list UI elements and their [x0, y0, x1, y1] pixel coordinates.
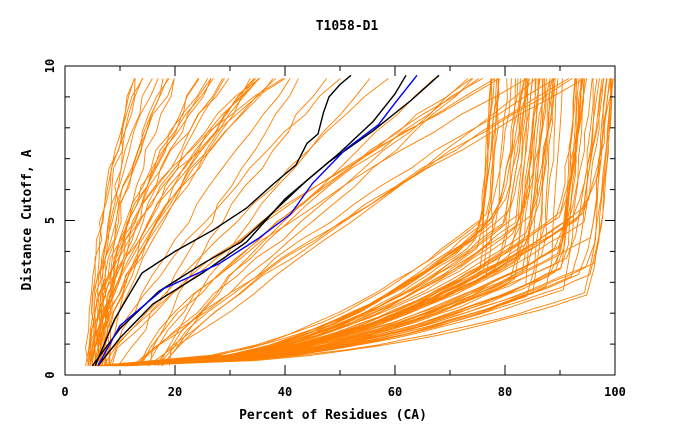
series-line [102, 78, 500, 367]
series-line [129, 78, 529, 367]
series-line [134, 78, 570, 367]
x-tick-label: 60 [388, 385, 402, 399]
x-tick-label: 80 [498, 385, 512, 399]
series-line [125, 78, 585, 367]
series-line [113, 78, 534, 367]
x-axis-label: Percent of Residues (CA) [239, 408, 427, 423]
series-line [124, 78, 593, 367]
series-line [149, 78, 328, 366]
series-line [89, 78, 255, 366]
series-line [101, 78, 225, 366]
series-line [96, 78, 605, 367]
series-line [138, 78, 528, 366]
series-line [97, 78, 168, 366]
series-line [93, 78, 136, 366]
series-line [114, 78, 521, 367]
y-tick-label: 10 [43, 59, 57, 73]
series-line [89, 78, 164, 366]
series-line [123, 78, 528, 367]
series-line [94, 78, 153, 366]
series-line [103, 78, 136, 366]
series-line [100, 78, 607, 367]
series-line [146, 78, 480, 366]
series-line [123, 78, 512, 367]
series-line [104, 78, 586, 367]
series-line [131, 78, 474, 367]
series-line [91, 78, 536, 367]
series-line [126, 78, 529, 367]
series-line [85, 78, 135, 366]
series-line [112, 78, 541, 367]
series-line [162, 78, 435, 366]
series-line [89, 78, 286, 366]
series-line [157, 78, 557, 366]
series-line [101, 78, 255, 366]
series-line [99, 78, 551, 367]
series-line [95, 78, 500, 367]
series-line [96, 78, 209, 366]
series-line-black [94, 74, 352, 366]
series-line [87, 78, 277, 366]
series-line [91, 78, 212, 366]
chart-title: T1058-D1 [316, 19, 379, 34]
series-line-blue [97, 74, 418, 367]
series-line [107, 78, 540, 367]
series-line [117, 78, 299, 366]
y-tick-label: 0 [43, 371, 57, 378]
series-line [104, 78, 598, 367]
series-line [158, 78, 371, 366]
series-line [89, 78, 175, 366]
y-tick-label: 5 [43, 217, 57, 224]
series-line [116, 78, 537, 367]
series-line [126, 78, 498, 367]
x-tick-label: 100 [604, 385, 626, 399]
series-line [88, 78, 143, 366]
series-line [108, 78, 260, 366]
x-tick-label: 0 [61, 385, 68, 399]
series-line [98, 78, 223, 366]
series-line [154, 78, 573, 366]
series-line [103, 78, 496, 366]
series-line [98, 78, 613, 367]
series-line [108, 78, 588, 367]
series-line [129, 78, 493, 367]
series-line [92, 78, 257, 366]
series-line [89, 78, 284, 366]
series-line [98, 78, 261, 366]
y-axis-label: Distance Cutoff, A [20, 149, 35, 290]
series-line [96, 78, 608, 367]
series-line [129, 78, 544, 367]
series-line [100, 78, 613, 367]
axis-layer: 0 20 40 60 80 100 0 5 10 [43, 59, 626, 399]
series-line [169, 78, 484, 366]
series-line [97, 78, 499, 367]
x-tick-label: 20 [168, 385, 182, 399]
series-line [98, 78, 389, 366]
series-layer [85, 74, 614, 367]
series-line [111, 78, 516, 367]
series-line [122, 78, 554, 367]
series-line [93, 78, 600, 367]
series-line [105, 78, 613, 367]
series-line-black [97, 74, 440, 367]
x-tick-label: 40 [278, 385, 292, 399]
series-line [104, 78, 545, 367]
